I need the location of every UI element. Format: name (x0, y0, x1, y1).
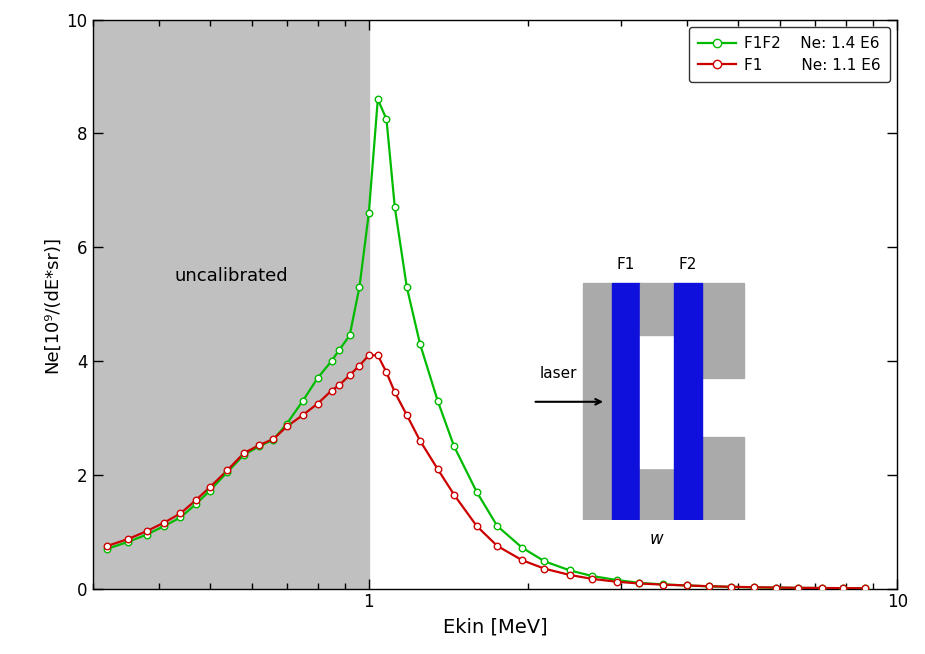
Point (490, 521, 505, 531)
Point (279, 421, 294, 432)
Point (310, 373, 325, 383)
Point (514, 555, 529, 565)
Point (188, 499, 203, 509)
Point (447, 489, 462, 500)
Point (791, 583, 806, 593)
Point (447, 441, 462, 452)
Point (379, 367, 394, 377)
Point (203, 482, 217, 492)
Point (220, 467, 235, 477)
Point (769, 582, 783, 593)
Point (388, 387, 402, 398)
Point (701, 581, 716, 592)
Point (723, 581, 738, 592)
Point (352, 360, 367, 371)
Point (342, 370, 357, 381)
Point (252, 441, 266, 452)
Point (857, 583, 872, 593)
Point (252, 440, 266, 451)
Point (490, 541, 505, 551)
Point (746, 582, 761, 593)
Point (370, 94, 385, 105)
Point (680, 580, 695, 591)
Point (610, 575, 624, 585)
Point (469, 487, 484, 497)
Point (680, 580, 695, 591)
X-axis label: Ekin [MeV]: Ekin [MeV] (442, 617, 548, 636)
Point (279, 419, 294, 429)
Point (537, 556, 552, 566)
Bar (92, 20, 369, 589)
Point (295, 410, 310, 421)
Point (469, 521, 484, 531)
Point (310, 398, 325, 409)
Point (100, 543, 115, 554)
Point (237, 450, 252, 460)
Y-axis label: Ne[10⁹/(dE*sr)]: Ne[10⁹/(dE*sr)] (43, 235, 61, 373)
Legend: F1F2    Ne: 1.4 E6, F1        Ne: 1.1 E6: F1F2 Ne: 1.4 E6, F1 Ne: 1.1 E6 (689, 27, 890, 82)
Point (836, 583, 851, 593)
Point (140, 529, 154, 540)
Point (857, 583, 872, 594)
Point (413, 339, 427, 349)
Point (632, 578, 647, 589)
Point (656, 579, 671, 590)
Point (266, 434, 281, 444)
Point (430, 396, 445, 406)
Point (400, 282, 414, 292)
Point (100, 541, 115, 551)
Point (324, 356, 339, 366)
Point (342, 330, 357, 341)
Point (379, 114, 394, 124)
Point (746, 582, 761, 593)
Point (362, 350, 376, 360)
Point (586, 571, 600, 581)
Point (173, 508, 188, 519)
Point (295, 396, 310, 406)
Point (791, 583, 806, 593)
Point (203, 485, 217, 496)
Point (814, 583, 829, 593)
Point (814, 583, 829, 593)
Point (701, 581, 716, 591)
Point (723, 581, 738, 592)
Point (632, 577, 647, 588)
Point (562, 570, 577, 580)
Point (237, 448, 252, 458)
Point (140, 526, 154, 536)
Point (362, 208, 376, 218)
Point (430, 464, 445, 474)
Text: uncalibrated: uncalibrated (175, 267, 289, 284)
Point (413, 436, 427, 446)
Point (332, 380, 347, 390)
Point (188, 495, 203, 506)
Point (656, 579, 671, 589)
Point (352, 282, 367, 292)
Point (332, 345, 347, 355)
Point (120, 537, 135, 547)
Point (400, 410, 414, 421)
Point (586, 574, 600, 584)
Point (173, 512, 188, 523)
Point (537, 564, 552, 574)
Point (220, 465, 235, 475)
Point (610, 577, 624, 587)
Point (266, 434, 281, 445)
Point (120, 534, 135, 544)
Point (370, 350, 385, 360)
Point (836, 583, 851, 593)
Point (157, 517, 172, 528)
Point (514, 542, 529, 553)
Point (157, 521, 172, 531)
Point (769, 583, 783, 593)
Point (562, 565, 577, 576)
Point (388, 202, 402, 213)
Point (324, 385, 339, 396)
